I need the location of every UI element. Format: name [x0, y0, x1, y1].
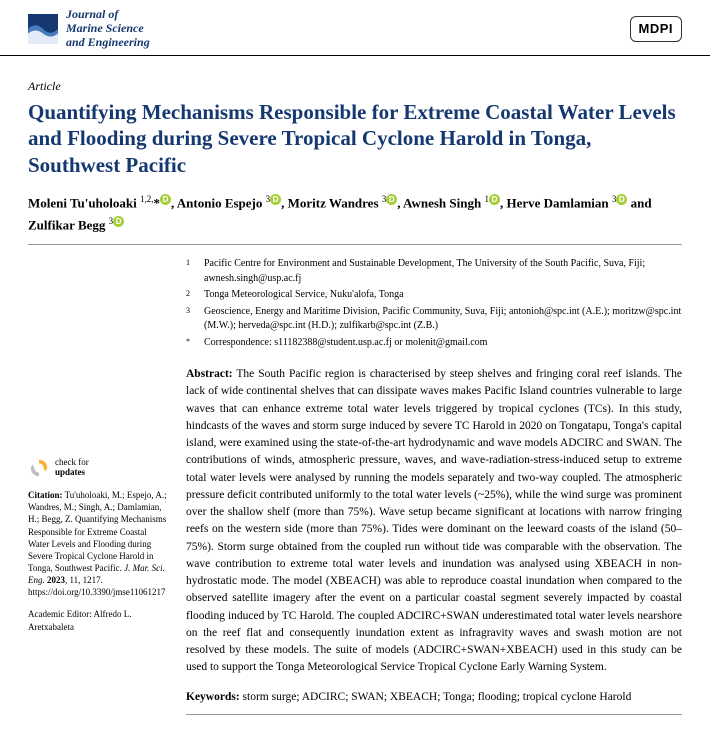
- journal-logo-icon: [28, 14, 58, 44]
- abstract: Abstract: The South Pacific region is ch…: [186, 366, 682, 677]
- article-title: Quantifying Mechanisms Responsible for E…: [28, 99, 682, 178]
- affiliation-marker: *: [186, 336, 196, 351]
- affiliation-row: 1 Pacific Centre for Environment and Sust…: [186, 257, 682, 286]
- journal-line1: Journal of: [66, 8, 150, 22]
- journal-line2: Marine Science: [66, 22, 150, 36]
- keywords: Keywords: storm surge; ADCIRC; SWAN; XBE…: [186, 689, 682, 715]
- keywords-label: Keywords:: [186, 691, 240, 703]
- affiliation-row: 2 Tonga Meteorological Service, Nuku'alof…: [186, 288, 682, 303]
- affiliation-marker: 2: [186, 288, 196, 303]
- journal-line3: and Engineering: [66, 36, 150, 50]
- citation-rest: 2023, 11, 1217. https://doi.org/10.3390/…: [28, 575, 166, 597]
- affiliations: 1 Pacific Centre for Environment and Sust…: [186, 257, 682, 350]
- affiliation-text: Correspondence: s11182388@student.usp.ac…: [204, 336, 682, 351]
- abstract-label: Abstract:: [186, 368, 233, 380]
- article-main: Article Quantifying Mechanisms Responsib…: [0, 56, 710, 723]
- check-updates-text: check for updates: [55, 458, 89, 478]
- publisher-badge: MDPI: [630, 16, 683, 42]
- check-updates-icon: [28, 457, 50, 479]
- check-line2: updates: [55, 467, 85, 477]
- citation-text: Tu'uholoaki, M.; Espejo, A.; Wandres, M.…: [28, 490, 167, 573]
- affiliation-marker: 3: [186, 305, 196, 334]
- divider: [28, 244, 682, 245]
- two-column-layout: check for updates Citation: Tu'uholoaki,…: [28, 257, 682, 723]
- journal-name: Journal of Marine Science and Engineerin…: [66, 8, 150, 49]
- affiliation-text: Geoscience, Energy and Maritime Division…: [204, 305, 682, 334]
- citation-block: Citation: Tu'uholoaki, M.; Espejo, A.; W…: [28, 489, 168, 598]
- abstract-text: The South Pacific region is characterise…: [186, 368, 682, 673]
- affiliation-row: * Correspondence: s11182388@student.usp.a…: [186, 336, 682, 351]
- editor-block: Academic Editor: Alfredo L. Aretxabaleta: [28, 608, 168, 632]
- article-content: 1 Pacific Centre for Environment and Sust…: [186, 257, 682, 723]
- check-updates-badge[interactable]: check for updates: [28, 457, 168, 479]
- affiliation-row: 3 Geoscience, Energy and Maritime Divisio…: [186, 305, 682, 334]
- citation-label: Citation:: [28, 490, 63, 500]
- author-list: Moleni Tu'uholoaki 1,2,*, Antonio Espejo…: [28, 192, 682, 236]
- journal-brand: Journal of Marine Science and Engineerin…: [28, 8, 150, 49]
- article-type: Article: [28, 78, 682, 95]
- affiliation-text: Pacific Centre for Environment and Susta…: [204, 257, 682, 286]
- sidebar: check for updates Citation: Tu'uholoaki,…: [28, 257, 168, 723]
- affiliation-marker: 1: [186, 257, 196, 286]
- affiliation-text: Tonga Meteorological Service, Nuku'alofa…: [204, 288, 682, 303]
- keywords-text: storm surge; ADCIRC; SWAN; XBEACH; Tonga…: [243, 691, 632, 703]
- editor-label: Academic Editor:: [28, 609, 92, 619]
- journal-header: Journal of Marine Science and Engineerin…: [0, 0, 710, 56]
